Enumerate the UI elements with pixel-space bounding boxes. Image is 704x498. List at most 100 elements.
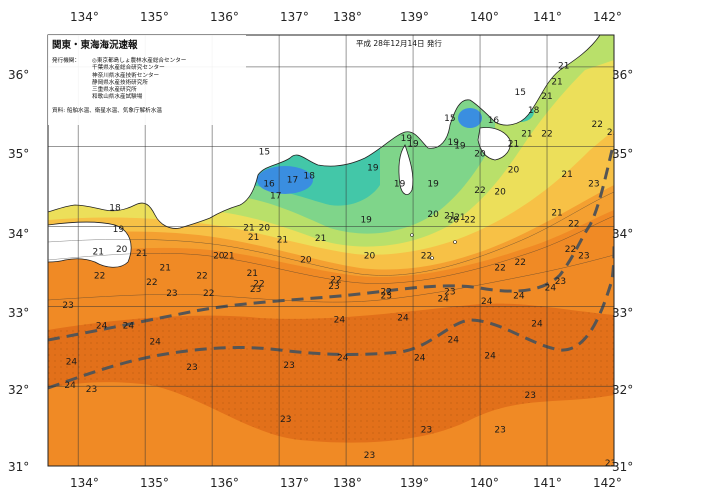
land-shikoku <box>48 221 132 268</box>
isotherm-label: 23 <box>421 425 432 435</box>
isotherm-label: 21 <box>521 129 532 139</box>
isotherm-label: 20 <box>508 165 520 175</box>
lon-label-top: 135° <box>140 10 169 24</box>
lon-label-top: 139° <box>400 10 429 24</box>
isotherm-label: 17 <box>270 192 281 202</box>
isotherm-label: 21 <box>136 249 147 259</box>
ise-bay-cold-water <box>257 166 313 194</box>
isotherm-label: 21 <box>454 213 465 223</box>
lon-label-bottom: 140° <box>470 476 499 490</box>
kuroshio-axis-north <box>48 149 614 342</box>
lon-label-bottom: 139° <box>400 476 429 490</box>
isotherm-label: 22 <box>381 287 392 297</box>
lon-label-top: 137° <box>280 10 309 24</box>
isotherm-label: 23 <box>607 128 618 138</box>
issuer-item: 三重県水産研究所 <box>92 87 137 94</box>
isotherm-label: 20 <box>448 216 460 226</box>
isotherm-label: 22 <box>568 220 579 230</box>
issuer-row: 千葉県水産総合研究センター <box>52 65 186 72</box>
issuer-item: 和歌山県水産試験場 <box>92 94 143 101</box>
isotherm-label: 21 <box>558 62 569 72</box>
lat-label-left: 32° <box>8 383 30 397</box>
isotherm-label: 19 <box>367 164 379 174</box>
isotherm-label: 24 <box>66 358 78 368</box>
isotherm-label: 24 <box>64 381 76 391</box>
isotherm-label: 22 <box>421 251 432 261</box>
isotherm-label: 20 <box>364 251 376 261</box>
isotherm-label: 23 <box>283 361 294 371</box>
lat-label-left: 36° <box>8 68 30 82</box>
lat-label-right: 32° <box>612 383 634 397</box>
isotherm-label: 22 <box>514 258 525 268</box>
isotherm-label: 24 <box>481 297 493 307</box>
isotherm-label: 21 <box>243 224 254 234</box>
isotherm-label: 21 <box>93 247 104 257</box>
isotherm-label: 23 <box>166 289 177 299</box>
isotherm-label: 17 <box>287 176 298 186</box>
lat-label-left: 34° <box>8 227 30 241</box>
isotherm-label: 21 <box>561 170 572 180</box>
isotherm-label: 24 <box>531 319 543 329</box>
isotherm-label: 23 <box>605 459 616 469</box>
isotherm-label: 19 <box>448 138 460 148</box>
lat-label-right: 36° <box>612 68 634 82</box>
lon-label-bottom: 138° <box>333 476 362 490</box>
issuer-row: 和歌山県水産試験場 <box>52 94 186 101</box>
isotherm-label: 20 <box>213 251 225 261</box>
lat-label-right: 34° <box>612 227 634 241</box>
isotherm-label: 22 <box>565 245 576 255</box>
isotherm-label: 19 <box>401 134 413 144</box>
isotherm-label: 15 <box>259 148 270 158</box>
isotherm-label: 24 <box>96 322 108 332</box>
info-box <box>48 35 246 125</box>
isotherm-label: 22 <box>253 279 264 289</box>
lon-label-top: 134° <box>70 10 99 24</box>
lon-label-bottom: 142° <box>593 476 622 490</box>
issuers-label: 発行機関： <box>52 58 80 64</box>
isotherm-label: 23 <box>578 251 589 261</box>
kuroshio-axis-south <box>48 244 614 390</box>
isotherm-label: 23 <box>280 415 291 425</box>
isotherm-label: 23 <box>444 287 455 297</box>
issuer-item: 静岡県水産技術研究所 <box>92 79 148 86</box>
isotherm-label: 21 <box>247 269 258 279</box>
land-izu-peninsula <box>398 144 414 195</box>
isotherm-label: 24 <box>123 322 135 332</box>
isotherm-label: 24 <box>484 351 496 361</box>
isotherm-label: 23 <box>86 385 97 395</box>
land-boso-peninsula <box>477 127 511 161</box>
isotherm-label: 24 <box>513 291 525 301</box>
isotherm-label: 23 <box>525 391 536 401</box>
isotherm-label: 19 <box>394 180 406 190</box>
isotherm-label: 19 <box>360 216 372 226</box>
lon-label-bottom: 136° <box>210 476 239 490</box>
lon-label-bottom: 134° <box>70 476 99 490</box>
isotherm-label: 24 <box>545 283 557 293</box>
issuer-row: 発行機関： ◎東京都島しょ農林水産総合センター <box>52 58 186 65</box>
lon-label-top: 140° <box>470 10 499 24</box>
isotherm-label: 20 <box>259 224 271 234</box>
lon-label-bottom: 137° <box>280 476 309 490</box>
isotherm-label: 18 <box>109 204 121 214</box>
isotherm-label: 22 <box>464 216 475 226</box>
tokyo-bay-cold-water <box>458 108 482 128</box>
lat-label-left: 31° <box>8 460 30 474</box>
issue-date: 平成 28年12月14日 発行 <box>356 39 442 48</box>
lat-label-left: 35° <box>8 147 30 161</box>
isotherm-label: 23 <box>381 291 392 301</box>
issuer-row: 三重県水産研究所 <box>52 87 186 94</box>
lon-label-bottom: 141° <box>533 476 562 490</box>
isotherm-label: 21 <box>551 77 562 87</box>
isotherm-label: 24 <box>397 314 409 324</box>
lat-label-left: 33° <box>8 306 30 320</box>
isotherm-label: 23 <box>588 180 599 190</box>
info-panel: 発行機関： ◎東京都島しょ農林水産総合センター 千葉県水産総合研究センター 神奈… <box>52 58 186 115</box>
isotherm-label: 21 <box>159 263 170 273</box>
isotherm-label: 15 <box>444 114 455 124</box>
isotherm-label: 22 <box>494 263 505 273</box>
isotherm-label: 24 <box>337 354 349 364</box>
lat-label-right: 31° <box>612 460 634 474</box>
isotherm-label: 20 <box>494 188 506 198</box>
isotherm-label: 21 <box>248 233 259 243</box>
